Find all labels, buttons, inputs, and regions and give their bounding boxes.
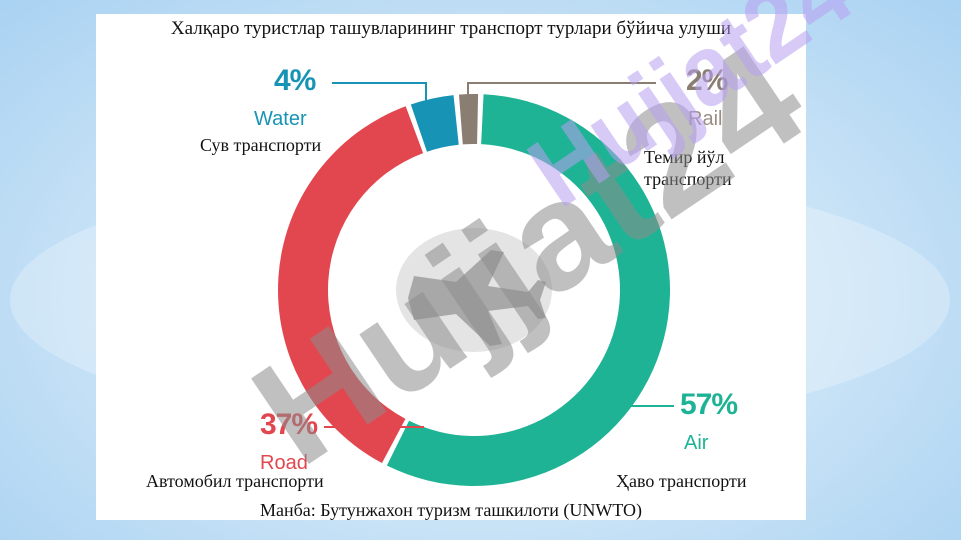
donut-chart [278,82,674,486]
chart-source: Манба: Бутунжахон туризм ташкилоти (UNWT… [259,500,642,520]
leader-rail [467,82,656,106]
pct-label-air: 57% [680,388,738,421]
chart-panel: Халқаро туристлар ташувларининг транспор… [96,14,806,520]
uz-label-road: Автомобил транспорти [146,471,324,491]
airplane-icon [396,228,552,352]
en-label-air: Air [684,432,709,454]
pct-label-rail: 2% [686,64,728,97]
slice-water [410,95,459,152]
uz-label-water: Сув транспорти [200,135,322,155]
leader-water [332,82,427,110]
en-label-road: Road [260,452,308,474]
pct-label-water: 4% [274,64,316,97]
slice-air [386,94,670,486]
uz-label-rail-line1: Темир йўл [644,147,725,167]
pct-label-road: 37% [260,408,318,441]
leader-lines [324,82,674,428]
slice-road [278,106,424,464]
en-label-water: Water [254,108,307,130]
uz-label-air: Ҳаво транспорти [616,471,747,491]
en-label-rail: Rail [688,108,723,130]
uz-label-rail-line2: транспорти [644,169,732,189]
slice-rail [458,94,479,145]
chart-title: Халқаро туристлар ташувларининг транспор… [170,18,732,39]
